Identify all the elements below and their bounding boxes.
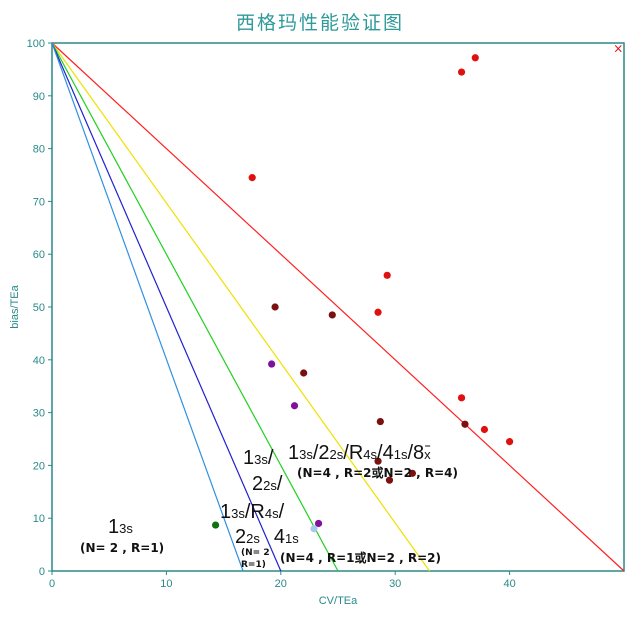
y-tick-label: 40	[33, 355, 45, 367]
rule-note: (N= 2	[241, 548, 270, 558]
data-point-10	[300, 369, 308, 377]
data-point-11	[376, 417, 384, 426]
corner-x-marker: ×	[613, 41, 623, 55]
rule-label-main: 1	[108, 516, 119, 538]
rule-line-1	[51, 42, 431, 572]
svg-text:13s/R4s/: 13s/R4s/	[220, 501, 285, 523]
y-tick-label: 60	[33, 249, 45, 261]
annotation-rule-13s-r4s: 13s/R4s/ 22s 41s (N= 2 R=1) (N=4 , R=1或N=…	[220, 501, 441, 570]
y-tick-label: 0	[39, 566, 45, 578]
y-tick-label: 50	[33, 302, 45, 314]
data-point-3	[383, 271, 391, 279]
rule-line-4	[51, 42, 244, 572]
data-point-14	[408, 469, 416, 477]
x-tick-label: 10	[160, 578, 172, 590]
rule-lines	[51, 42, 625, 572]
y-tick-label: 30	[33, 408, 45, 420]
svg-text:13s/: 13s/	[243, 447, 274, 469]
y-tick-label: 100	[27, 38, 45, 50]
data-point-16	[268, 360, 276, 368]
rule-note: R=1)	[241, 560, 266, 570]
svg-text:13s/22s/R4s/41s/8x: 13s/22s/R4s/41s/8x	[288, 442, 431, 464]
x-axis-ticks: 0 10 20 30 40	[49, 571, 516, 590]
data-points: ×	[211, 41, 623, 533]
rule-note: (N=4 , R=1或N=2 , R=2)	[280, 550, 441, 565]
data-point-19	[211, 521, 220, 529]
y-tick-label: 10	[33, 513, 45, 525]
x-tick-label: 30	[389, 578, 401, 590]
data-point-13	[374, 457, 382, 465]
y-tick-label: 90	[33, 91, 45, 103]
rule-line-3	[51, 42, 282, 572]
data-point-17	[290, 402, 299, 410]
y-tick-label: 80	[33, 144, 45, 156]
x-tick-label: 40	[503, 578, 515, 590]
data-point-15	[385, 476, 394, 484]
rule-line-2	[51, 42, 339, 572]
annotation-rule-13s: 13s (N= 2 , R=1)	[80, 516, 164, 555]
x-axis-title: CV/TEa	[319, 595, 358, 607]
y-tick-label: 20	[33, 460, 45, 472]
x-tick-label: 20	[275, 578, 287, 590]
data-point-4	[374, 308, 382, 316]
annotation-rule-13s-22s-r4s-41s-8x: 13s/22s/R4s/41s/8x (N=4 , R=2或N=2 , R=4)	[288, 442, 458, 480]
data-point-0	[248, 174, 256, 182]
data-point-12	[461, 420, 469, 428]
data-point-1	[457, 68, 466, 76]
y-axis-ticks: 0 10 20 30 40 50 60 70 80 90 100	[27, 38, 52, 578]
data-point-20	[310, 525, 318, 533]
data-point-7	[506, 438, 514, 446]
y-axis-title: bias/TEa	[9, 284, 21, 328]
chart-title: 西格玛性能验证图	[235, 12, 404, 34]
rule-note: (N= 2 , R=1)	[80, 541, 164, 555]
y-tick-label: 70	[33, 196, 45, 208]
rule-label-sub: 3s	[119, 521, 133, 536]
svg-text:22s/: 22s/	[252, 473, 283, 495]
data-point-6	[480, 425, 489, 434]
annotation-rule-13s-22s: 13s/ 22s/	[243, 447, 283, 495]
x-tick-label: 0	[49, 578, 55, 590]
data-point-2	[471, 54, 479, 62]
rule-line-0	[51, 42, 625, 572]
svg-text:13s: 13s	[108, 516, 133, 538]
data-point-5	[457, 394, 466, 402]
data-point-8	[271, 303, 279, 311]
data-point-18	[314, 519, 323, 528]
rule-note: (N=4 , R=2或N=2 , R=4)	[297, 465, 458, 480]
data-point-9	[328, 311, 336, 319]
